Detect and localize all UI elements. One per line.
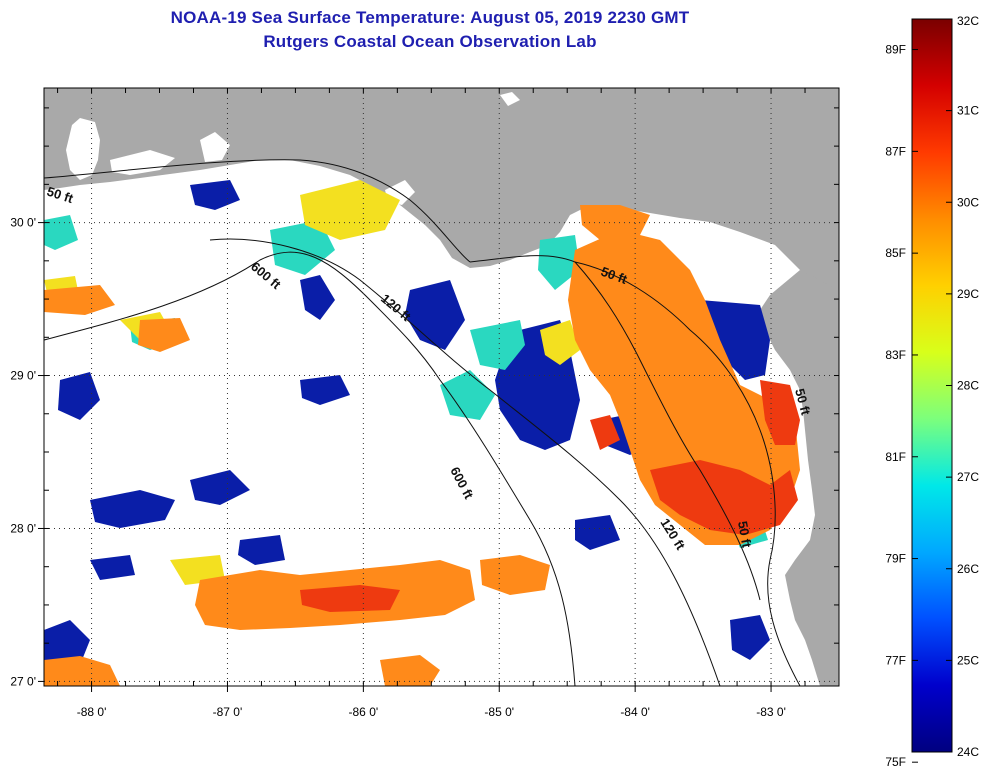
colorbar-fahrenheit-label: 85F	[885, 246, 906, 260]
map-subtitle: Rutgers Coastal Ocean Observation Lab	[263, 32, 597, 51]
colorbar-fahrenheit-label: 89F	[885, 43, 906, 57]
contour-label: 50 ft	[792, 387, 814, 417]
x-tick-label: -88 0'	[77, 705, 107, 719]
depth-contours	[44, 159, 801, 686]
colorbar-fahrenheit-label: 75F	[885, 755, 906, 769]
x-tick-label: -83 0'	[756, 705, 786, 719]
contour-label: 50 ft	[735, 520, 755, 550]
colorbar-celsius-label: 27C	[957, 470, 979, 484]
y-tick-label: 28 0'	[10, 521, 36, 535]
colorbar-fahrenheit-label: 83F	[885, 348, 906, 362]
x-tick-label: -86 0'	[349, 705, 379, 719]
x-tick-label: -87 0'	[213, 705, 243, 719]
bay-choctaw	[200, 132, 230, 162]
x-axis-labels: -88 0' -87 0' -86 0' -85 0' -84 0' -83 0'	[57, 88, 806, 719]
colorbar-celsius-label: 30C	[957, 195, 979, 209]
x-tick-label: -85 0'	[484, 705, 514, 719]
colorbar-fahrenheit-label: 81F	[885, 450, 906, 464]
colorbar-fahrenheit-labels: 89F 87F 85F 83F 81F 79F 77F 75F	[885, 43, 918, 769]
land-peninsula-east	[760, 270, 839, 686]
colorbar-fahrenheit-label: 77F	[885, 653, 906, 667]
y-tick-label: 30 0'	[10, 216, 36, 230]
colorbar-celsius-label: 24C	[957, 745, 979, 759]
colorbar-ramp	[911, 18, 953, 753]
y-axis-labels: 30 0' 29 0' 28 0' 27 0'	[10, 107, 839, 688]
land-panhandle-north	[44, 88, 839, 290]
sst-hot-patches	[300, 380, 800, 612]
colorbar-celsius-label: 31C	[957, 104, 979, 118]
colorbar-celsius-label: 32C	[957, 14, 979, 28]
map-title: NOAA-19 Sea Surface Temperature: August …	[170, 8, 690, 27]
y-tick-label: 27 0'	[10, 674, 36, 688]
colorbar-fahrenheit-label: 87F	[885, 144, 906, 158]
colorbar-celsius-label: 26C	[957, 562, 979, 576]
colorbar-celsius-labels: 32C 31C 30C 29C 28C 27C 26C 25C 24C	[946, 14, 979, 759]
colorbar-celsius-label: 28C	[957, 379, 979, 393]
bay-pensacola	[110, 150, 175, 175]
bay-islet	[500, 92, 520, 106]
colorbar-celsius-label: 25C	[957, 653, 979, 667]
colorbar-fahrenheit-label: 79F	[885, 552, 906, 566]
y-tick-label: 29 0'	[10, 369, 36, 383]
map-frame	[43, 87, 840, 687]
x-tick-label: -84 0'	[620, 705, 650, 719]
colorbar-celsius-label: 29C	[957, 287, 979, 301]
